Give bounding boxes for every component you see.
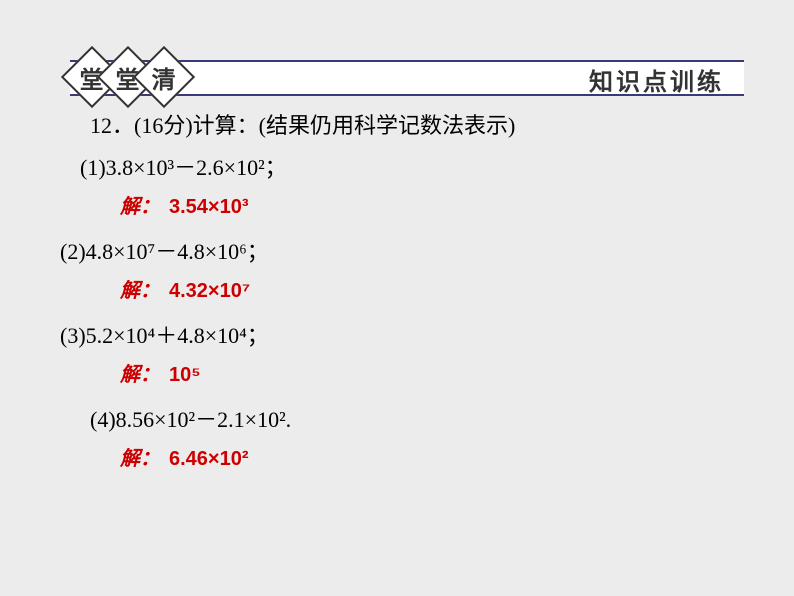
problem-title: 12．(16分)计算：(结果仍用科学记数法表示) — [90, 108, 744, 140]
answer-value-1: 3.54×10³ — [169, 196, 249, 218]
diamond-3: 清 — [133, 46, 195, 108]
answer-label-3: 解： — [120, 364, 160, 386]
problem-3-answer: 解： 10⁵ — [120, 358, 744, 387]
problem-1-answer: 解： 3.54×10³ — [120, 190, 744, 219]
answer-value-3: 10⁵ — [169, 364, 201, 386]
answer-label-4: 解： — [120, 448, 160, 470]
answer-label-1: 解： — [120, 196, 160, 218]
answer-value-2: 4.32×10⁷ — [169, 280, 250, 302]
header-right-text: 知识点训练 — [589, 62, 724, 97]
problem-group-3: (3)5.2×10⁴＋4.8×10⁴； 解： 10⁵ — [60, 318, 744, 387]
page-header: 堂 堂 清 知识点训练 — [70, 52, 744, 102]
answer-label-2: 解： — [120, 280, 160, 302]
problem-2-answer: 解： 4.32×10⁷ — [120, 274, 744, 303]
answer-value-4: 6.46×10² — [169, 448, 249, 470]
problem-2-question: (2)4.8×10⁷－4.8×10⁶； — [60, 234, 744, 266]
problem-group-2: (2)4.8×10⁷－4.8×10⁶； 解： 4.32×10⁷ — [60, 234, 744, 303]
diamond-group: 堂 堂 清 — [70, 55, 178, 99]
content-area: 12．(16分)计算：(结果仍用科学记数法表示) (1)3.8×10³－2.6×… — [60, 108, 744, 486]
problem-group-1: (1)3.8×10³－2.6×10²； 解： 3.54×10³ — [60, 150, 744, 219]
problem-4-answer: 解： 6.46×10² — [120, 442, 744, 471]
problem-1-question: (1)3.8×10³－2.6×10²； — [80, 150, 744, 182]
diamond-3-text: 清 — [152, 60, 176, 95]
problem-4-question: (4)8.56×10²－2.1×10². — [90, 402, 744, 434]
problem-group-4: (4)8.56×10²－2.1×10². 解： 6.46×10² — [60, 402, 744, 471]
problem-3-question: (3)5.2×10⁴＋4.8×10⁴； — [60, 318, 744, 350]
